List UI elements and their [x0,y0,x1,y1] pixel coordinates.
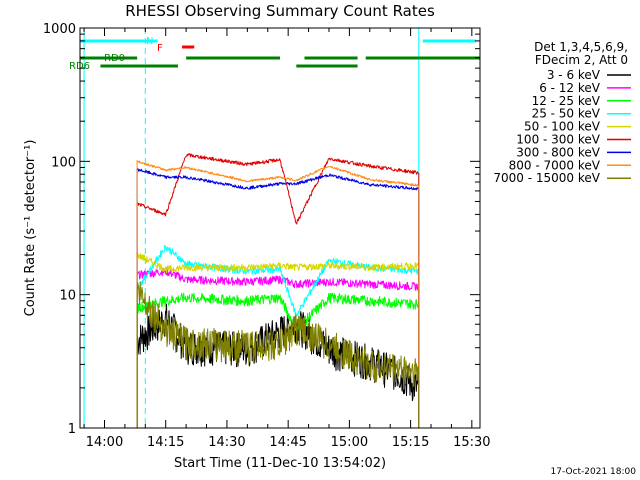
chart-title: RHESSI Observing Summary Count Rates [125,2,435,20]
series-line [136,281,420,428]
legend-entry-label: 100 - 300 keV [516,133,600,147]
legend-entry-label: 6 - 12 keV [539,81,601,95]
x-tick-label: 14:45 [269,435,306,450]
legend-entry-label: 7000 - 15000 keV [493,171,600,185]
legend-header-1: Det 1,3,4,5,6,9, [534,40,628,54]
legend-entry-label: 25 - 50 keV [532,107,601,121]
y-axis-label: Count Rate (s⁻¹ detector⁻¹) [23,140,38,317]
x-tick-label: 14:00 [86,435,123,450]
flag-label-n: N [146,36,153,47]
plot-frame [79,27,481,429]
y-tick-label: 1000 [43,22,76,37]
timestamp: 17-Oct-2021 18:00 [551,467,637,477]
flag-label-f: F [157,43,163,54]
x-tick-label: 15:30 [453,435,490,450]
legend-header-2: FDecim 2, Att 0 [535,53,628,67]
series-line [136,252,420,428]
legend-entry-label: 800 - 7000 keV [509,158,601,172]
series-line [136,267,420,428]
y-axis: 1 10 100 1000 [43,22,480,437]
y-tick-label: 100 [51,155,76,170]
series-line [136,160,420,428]
legend-entry-label: 50 - 100 keV [524,120,601,134]
legend: Det 1,3,4,5,6,9, FDecim 2, Att 0 3 - 6 k… [493,40,631,185]
x-axis-label: Start Time (11-Dec-10 13:54:02) [174,456,386,471]
legend-entry-label: 12 - 25 keV [532,94,601,108]
legend-entry-label: 300 - 800 keV [516,145,600,159]
x-tick-label: 14:30 [208,435,245,450]
x-tick-label: 15:00 [331,435,368,450]
series-line [136,292,420,428]
flag-label-rd0: RD0 [104,53,125,64]
y-tick-label: 1 [68,422,76,437]
x-tick-label: 14:15 [147,435,184,450]
series-line [136,167,420,428]
x-tick-label: 15:15 [392,435,429,450]
y-tick-label: 10 [59,289,76,304]
x-axis: 14:00 14:15 14:30 14:45 15:00 15:15 15:30 [83,28,491,450]
series-line [136,153,420,428]
legend-entry-label: 3 - 6 keV [547,68,601,82]
